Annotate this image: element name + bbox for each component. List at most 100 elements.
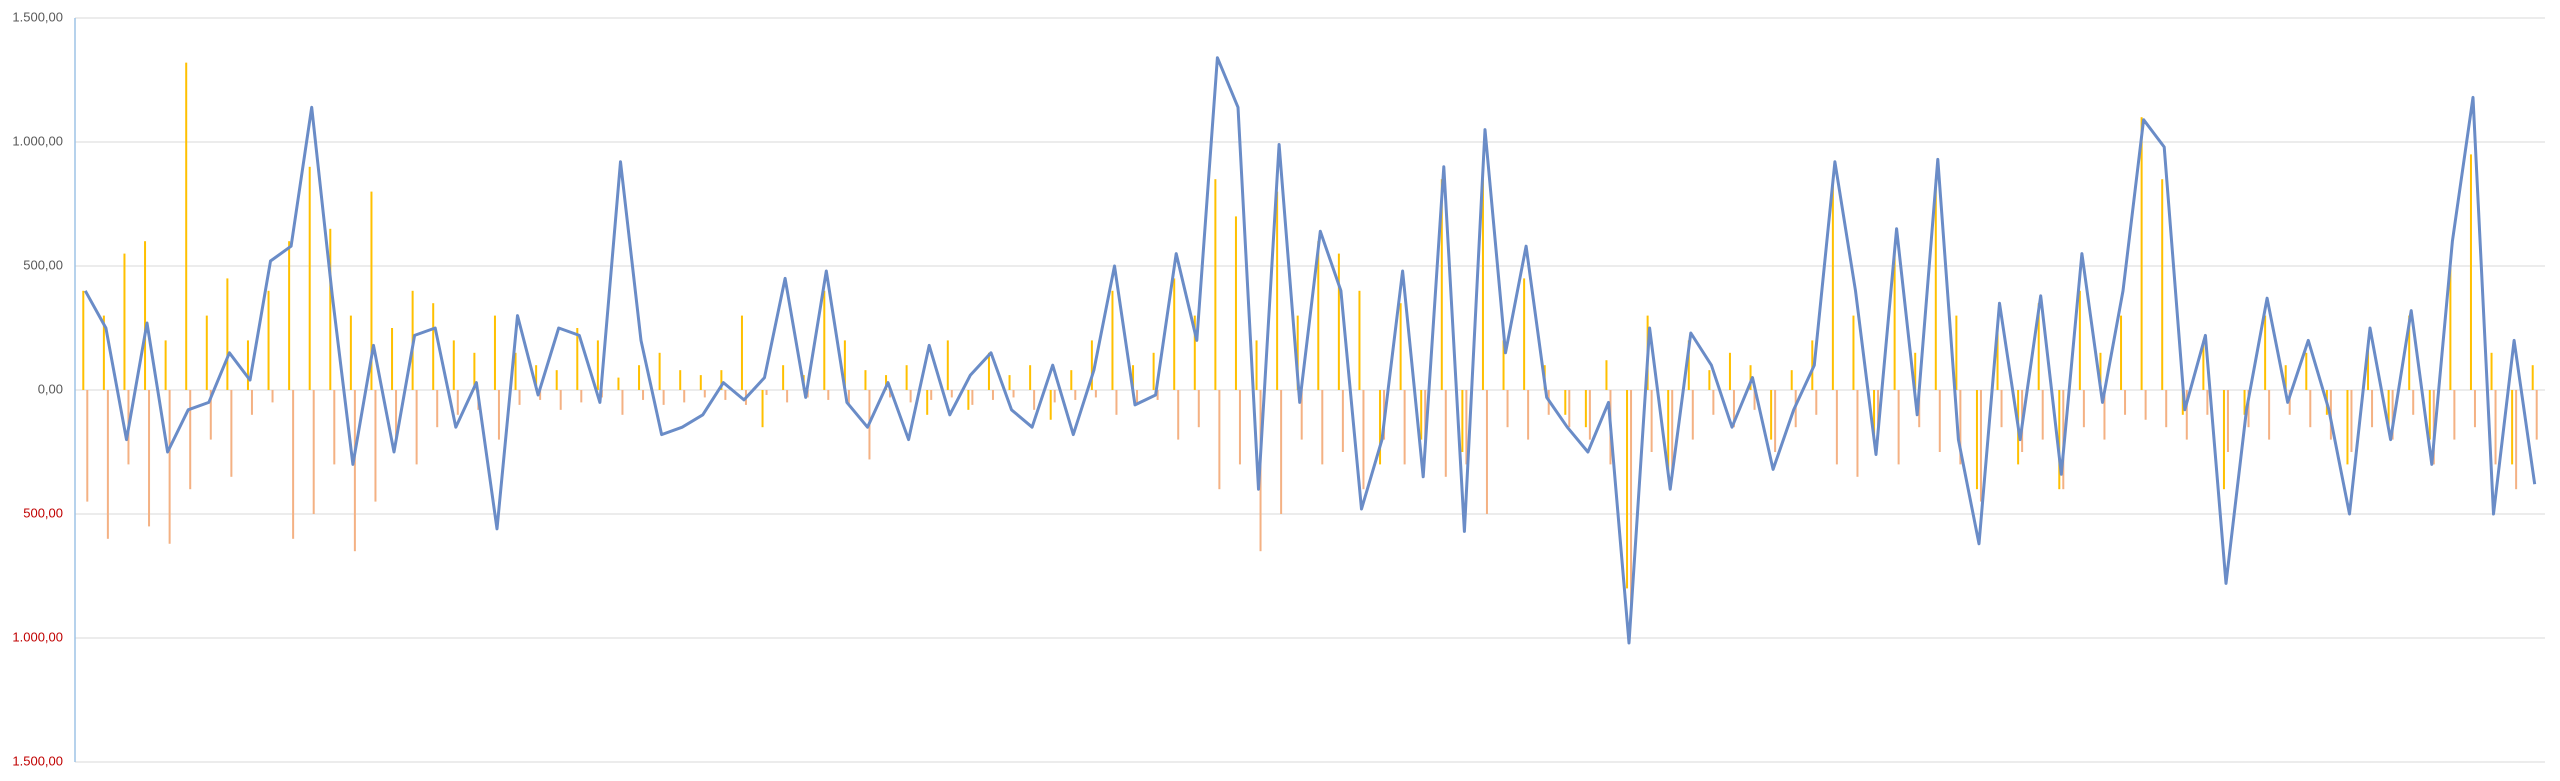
bar <box>2391 390 2394 440</box>
bar <box>1074 390 1077 400</box>
bar <box>1238 390 1241 465</box>
bar <box>1564 390 1567 415</box>
bar <box>1877 390 1880 440</box>
bar <box>349 315 352 390</box>
bar <box>2428 390 2431 440</box>
bar <box>926 390 929 415</box>
bar <box>1708 370 1711 390</box>
bar <box>847 390 850 405</box>
bar <box>1687 340 1690 390</box>
bar <box>1177 390 1180 440</box>
bar <box>374 390 377 502</box>
bar <box>2367 340 2370 390</box>
bar <box>1955 315 1958 390</box>
bar <box>1280 390 1283 514</box>
bar <box>1852 315 1855 390</box>
bar <box>2058 390 2061 490</box>
bar <box>1671 390 1674 477</box>
bar <box>102 315 105 390</box>
bar <box>827 390 830 400</box>
bar <box>2490 352 2493 390</box>
bar <box>1337 253 1340 390</box>
bar <box>456 390 459 415</box>
bar <box>2511 390 2514 465</box>
bar <box>82 290 85 390</box>
bar <box>987 352 990 390</box>
bar <box>1712 390 1715 415</box>
bar <box>864 370 867 390</box>
bar <box>905 365 908 390</box>
bar <box>271 390 274 403</box>
y-tick-label: 1.500,00 <box>12 9 63 24</box>
bar <box>106 390 109 539</box>
bar <box>514 352 517 390</box>
bar <box>1115 390 1118 415</box>
bar <box>2120 315 2123 390</box>
bar <box>2140 117 2143 390</box>
line <box>83 56 2537 645</box>
bar <box>2268 390 2271 440</box>
bar <box>1173 278 1176 390</box>
bar <box>1424 390 1427 452</box>
bar <box>2161 179 2164 390</box>
bar <box>209 390 212 440</box>
bar <box>621 390 624 415</box>
bar <box>205 315 208 390</box>
bar <box>971 390 974 405</box>
bar <box>2288 390 2291 415</box>
bar <box>2531 365 2534 390</box>
bar <box>267 290 270 390</box>
bar <box>1481 179 1484 390</box>
bar <box>1379 390 1382 465</box>
bar <box>658 352 661 390</box>
bar <box>226 278 229 390</box>
bar <box>1811 340 1814 390</box>
bar <box>786 390 789 403</box>
bar <box>1214 179 1217 390</box>
bar <box>1979 390 1982 502</box>
bar <box>2305 352 2308 390</box>
bar <box>1399 303 1402 390</box>
bar <box>782 365 785 390</box>
bar <box>1008 375 1011 390</box>
bar <box>1033 390 1036 410</box>
bar <box>761 390 764 428</box>
bar <box>2535 390 2538 440</box>
bar <box>1012 390 1015 398</box>
bar <box>642 390 645 400</box>
bar <box>432 303 435 390</box>
bar <box>1461 390 1464 452</box>
bar <box>909 390 912 403</box>
bar <box>1234 216 1237 390</box>
bar <box>1156 390 1159 400</box>
bar <box>617 377 620 390</box>
bar <box>720 370 723 390</box>
bar <box>1444 390 1447 477</box>
bar <box>1856 390 1859 477</box>
bar <box>1691 390 1694 440</box>
bar <box>991 390 994 400</box>
bar <box>2165 390 2168 428</box>
bar <box>2202 340 2205 390</box>
bar <box>1317 241 1320 390</box>
bar <box>724 390 727 400</box>
bar <box>1523 278 1526 390</box>
bar <box>1626 390 1629 589</box>
bar <box>1403 390 1406 465</box>
bar <box>1996 328 1999 390</box>
bar <box>1975 390 1978 490</box>
bar <box>1132 365 1135 390</box>
bar <box>1568 390 1571 428</box>
bar <box>843 340 846 390</box>
bar <box>555 370 558 390</box>
bar <box>1094 390 1097 398</box>
bar <box>1255 340 1258 390</box>
y-tick-label: 500,00 <box>23 505 63 520</box>
bar <box>1897 390 1900 465</box>
bar <box>1588 390 1591 440</box>
bar <box>415 390 418 465</box>
bar <box>1770 390 1773 440</box>
bar <box>144 241 147 390</box>
bar <box>1276 191 1279 390</box>
